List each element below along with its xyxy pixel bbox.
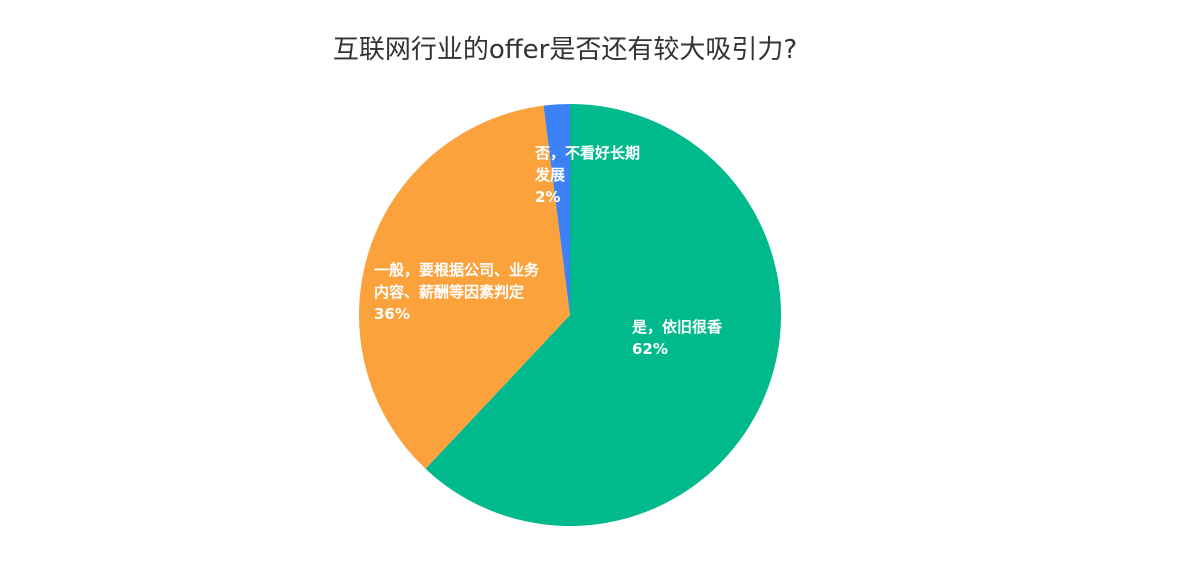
slice-label: 是，依旧很香 bbox=[631, 318, 722, 336]
slice-value-label: 2% bbox=[535, 188, 560, 206]
chart-title: 互联网行业的offer是否还有较大吸引力? bbox=[333, 35, 797, 65]
slice-value-label: 36% bbox=[374, 305, 410, 323]
pie-slice bbox=[425, 104, 782, 527]
pie-slice bbox=[543, 104, 570, 315]
slice-label: 一般，要根据公司、业务内容、薪酬等因素判定 bbox=[374, 261, 540, 301]
slice-value-label: 62% bbox=[632, 340, 668, 358]
slice-label: 否，不看好长期发展 bbox=[534, 144, 640, 184]
pie-slice bbox=[359, 105, 570, 469]
